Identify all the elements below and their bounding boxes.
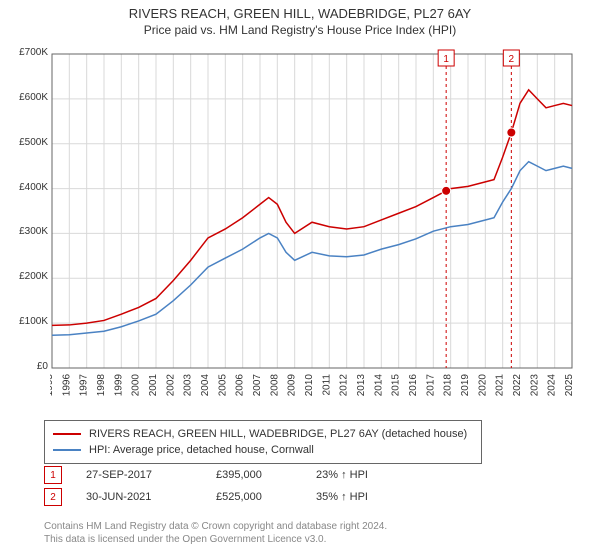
y-tick-label: £700K bbox=[19, 47, 48, 58]
page-subtitle: Price paid vs. HM Land Registry's House … bbox=[0, 21, 600, 37]
svg-text:2016: 2016 bbox=[408, 374, 419, 397]
svg-text:2023: 2023 bbox=[529, 374, 540, 397]
page-title: RIVERS REACH, GREEN HILL, WADEBRIDGE, PL… bbox=[0, 0, 600, 21]
sale-date: 27-SEP-2017 bbox=[86, 469, 216, 481]
svg-text:2009: 2009 bbox=[287, 374, 298, 397]
footer-attribution: Contains HM Land Registry data © Crown c… bbox=[44, 520, 387, 546]
sale-delta: 35% ↑ HPI bbox=[316, 491, 416, 503]
svg-text:2004: 2004 bbox=[200, 374, 211, 397]
svg-text:2015: 2015 bbox=[391, 374, 402, 397]
svg-text:2022: 2022 bbox=[512, 374, 523, 397]
legend-label: RIVERS REACH, GREEN HILL, WADEBRIDGE, PL… bbox=[89, 426, 467, 442]
svg-text:2010: 2010 bbox=[304, 374, 315, 397]
legend-label: HPI: Average price, detached house, Corn… bbox=[89, 442, 314, 458]
svg-text:2019: 2019 bbox=[460, 374, 471, 397]
y-tick-label: £200K bbox=[19, 271, 48, 282]
svg-text:2006: 2006 bbox=[235, 374, 246, 397]
svg-text:2001: 2001 bbox=[148, 374, 159, 397]
svg-text:2024: 2024 bbox=[547, 374, 558, 397]
y-tick-label: £400K bbox=[19, 182, 48, 193]
sale-price: £395,000 bbox=[216, 469, 316, 481]
sale-row: 1 27-SEP-2017 £395,000 23% ↑ HPI bbox=[44, 464, 416, 486]
svg-text:2005: 2005 bbox=[217, 374, 228, 397]
y-tick-label: £600K bbox=[19, 92, 48, 103]
svg-text:1996: 1996 bbox=[61, 374, 72, 397]
svg-text:2013: 2013 bbox=[356, 374, 367, 397]
svg-text:2008: 2008 bbox=[269, 374, 280, 397]
legend-item-hpi: HPI: Average price, detached house, Corn… bbox=[53, 442, 473, 458]
svg-text:2017: 2017 bbox=[425, 374, 436, 397]
sale-delta: 23% ↑ HPI bbox=[316, 469, 416, 481]
svg-text:1: 1 bbox=[443, 54, 449, 65]
svg-text:1997: 1997 bbox=[79, 374, 90, 397]
svg-text:1998: 1998 bbox=[96, 374, 107, 397]
sale-marker-2: 2 bbox=[44, 488, 62, 506]
svg-text:2000: 2000 bbox=[131, 374, 142, 397]
svg-text:2011: 2011 bbox=[321, 374, 332, 396]
sales-table: 1 27-SEP-2017 £395,000 23% ↑ HPI 2 30-JU… bbox=[44, 464, 416, 508]
svg-text:2007: 2007 bbox=[252, 374, 263, 397]
svg-text:2012: 2012 bbox=[339, 374, 350, 397]
sale-date: 30-JUN-2021 bbox=[86, 491, 216, 503]
sale-price: £525,000 bbox=[216, 491, 316, 503]
footer-line: Contains HM Land Registry data © Crown c… bbox=[44, 520, 387, 533]
legend-swatch bbox=[53, 433, 81, 435]
sale-marker-1: 1 bbox=[44, 466, 62, 484]
svg-text:2020: 2020 bbox=[477, 374, 488, 397]
y-tick-label: £300K bbox=[19, 226, 48, 237]
legend: RIVERS REACH, GREEN HILL, WADEBRIDGE, PL… bbox=[44, 420, 482, 464]
svg-text:2014: 2014 bbox=[373, 374, 384, 397]
svg-text:2: 2 bbox=[509, 54, 515, 65]
svg-text:2002: 2002 bbox=[165, 374, 176, 397]
y-tick-label: £100K bbox=[19, 316, 48, 327]
price-chart: 1995 1996 1997 1998 1999 2000 2001 2002 2003 2004… bbox=[50, 48, 580, 408]
y-tick-label: £500K bbox=[19, 137, 48, 148]
svg-text:2018: 2018 bbox=[443, 374, 454, 397]
footer-line: This data is licensed under the Open Gov… bbox=[44, 533, 387, 546]
legend-item-property: RIVERS REACH, GREEN HILL, WADEBRIDGE, PL… bbox=[53, 426, 473, 442]
y-tick-label: £0 bbox=[37, 361, 48, 372]
svg-text:2003: 2003 bbox=[183, 374, 194, 397]
svg-text:2021: 2021 bbox=[495, 374, 506, 397]
legend-swatch bbox=[53, 449, 81, 451]
sale-row: 2 30-JUN-2021 £525,000 35% ↑ HPI bbox=[44, 486, 416, 508]
svg-text:1995: 1995 bbox=[50, 374, 55, 397]
svg-text:2025: 2025 bbox=[564, 374, 575, 397]
svg-text:1999: 1999 bbox=[113, 374, 124, 397]
